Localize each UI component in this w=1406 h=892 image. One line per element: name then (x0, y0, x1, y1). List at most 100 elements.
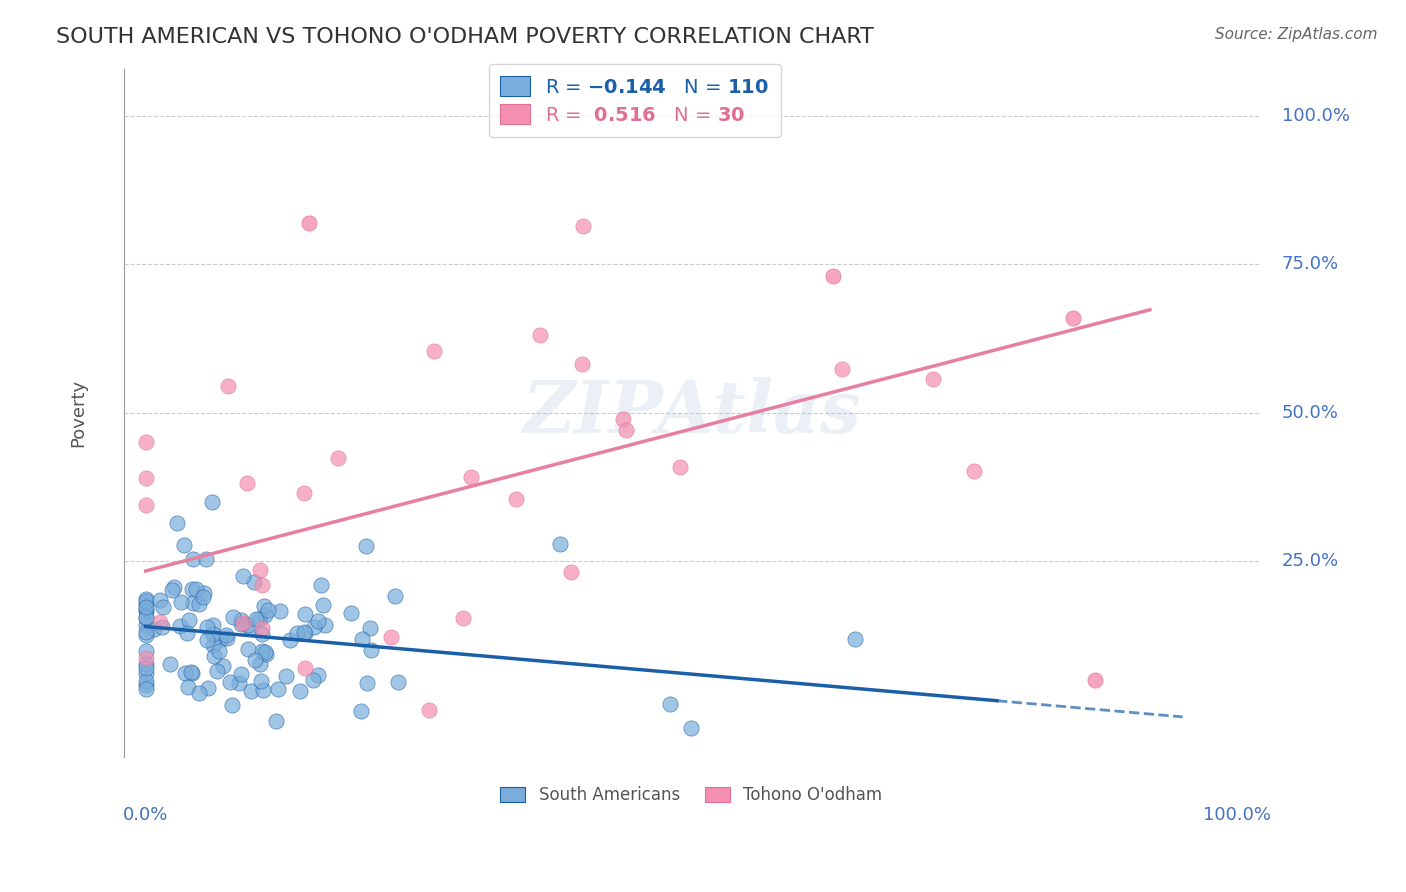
Point (529, 327, 551, 342)
Point (181, 666, 204, 681)
Point (201, 617, 224, 632)
Text: 100.0%: 100.0% (1282, 107, 1350, 125)
Point (229, 667, 252, 681)
Point (135, 617, 157, 632)
Point (135, 604, 157, 618)
Point (177, 680, 200, 694)
Point (232, 568, 254, 582)
Text: 50.0%: 50.0% (1282, 404, 1339, 422)
Point (240, 683, 263, 698)
Point (191, 591, 214, 605)
Point (150, 620, 173, 634)
Point (176, 626, 198, 640)
Point (135, 611, 157, 625)
Point (135, 678, 157, 692)
Point (354, 540, 377, 554)
Point (236, 618, 259, 632)
Point (135, 592, 157, 607)
Point (356, 676, 378, 690)
Point (202, 627, 225, 641)
Point (963, 464, 986, 478)
Point (294, 607, 316, 622)
Point (159, 657, 181, 671)
Point (560, 566, 582, 580)
Point (152, 600, 174, 615)
Point (571, 357, 593, 371)
Point (173, 538, 195, 552)
Point (253, 645, 276, 659)
Point (135, 498, 157, 512)
Point (135, 625, 157, 640)
Point (844, 632, 866, 646)
Point (180, 665, 202, 680)
Point (418, 703, 440, 717)
Point (231, 617, 253, 632)
Point (307, 668, 329, 682)
Text: 75.0%: 75.0% (1282, 255, 1339, 274)
Point (460, 470, 482, 484)
Point (202, 648, 225, 663)
Point (215, 631, 238, 645)
Point (307, 615, 329, 629)
Point (181, 582, 204, 596)
Point (278, 633, 301, 648)
Point (250, 627, 273, 641)
Point (287, 625, 309, 640)
Point (179, 613, 201, 627)
Point (1062, 310, 1084, 325)
Point (294, 486, 316, 500)
Point (288, 684, 311, 698)
Point (135, 610, 157, 624)
Point (187, 686, 209, 700)
Text: ZIPAtlas: ZIPAtlas (522, 377, 860, 449)
Point (831, 362, 853, 376)
Point (314, 618, 336, 632)
Point (350, 632, 373, 646)
Point (205, 664, 228, 678)
Point (166, 516, 188, 530)
Point (135, 666, 157, 681)
Point (669, 459, 692, 474)
Point (135, 471, 157, 485)
Point (201, 638, 224, 652)
Legend: South Americans, Tohono O'odham: South Americans, Tohono O'odham (494, 780, 889, 811)
Point (453, 611, 475, 625)
Point (572, 219, 595, 234)
Point (252, 682, 274, 697)
Point (169, 618, 191, 632)
Point (135, 650, 157, 665)
Point (135, 602, 157, 616)
Point (245, 612, 267, 626)
Text: 0.0%: 0.0% (122, 805, 169, 823)
Point (201, 495, 224, 509)
Point (193, 586, 215, 600)
Point (294, 625, 316, 640)
Point (658, 697, 681, 711)
Point (681, 721, 703, 735)
Point (142, 622, 165, 636)
Point (135, 597, 157, 611)
Point (253, 599, 276, 613)
Point (135, 599, 157, 614)
Point (186, 582, 208, 597)
Point (253, 608, 276, 623)
Point (149, 615, 172, 630)
Point (212, 659, 235, 673)
Point (195, 620, 218, 634)
Point (217, 379, 239, 393)
Point (616, 423, 638, 437)
Point (612, 411, 634, 425)
Point (266, 714, 288, 728)
Point (245, 653, 267, 667)
Point (423, 344, 446, 359)
Point (149, 592, 172, 607)
Point (135, 628, 157, 642)
Point (380, 631, 402, 645)
Point (249, 657, 271, 671)
Point (163, 580, 186, 594)
Text: 25.0%: 25.0% (1282, 552, 1339, 570)
Point (195, 632, 218, 647)
Point (359, 621, 381, 635)
Point (181, 596, 204, 610)
Point (160, 582, 183, 597)
